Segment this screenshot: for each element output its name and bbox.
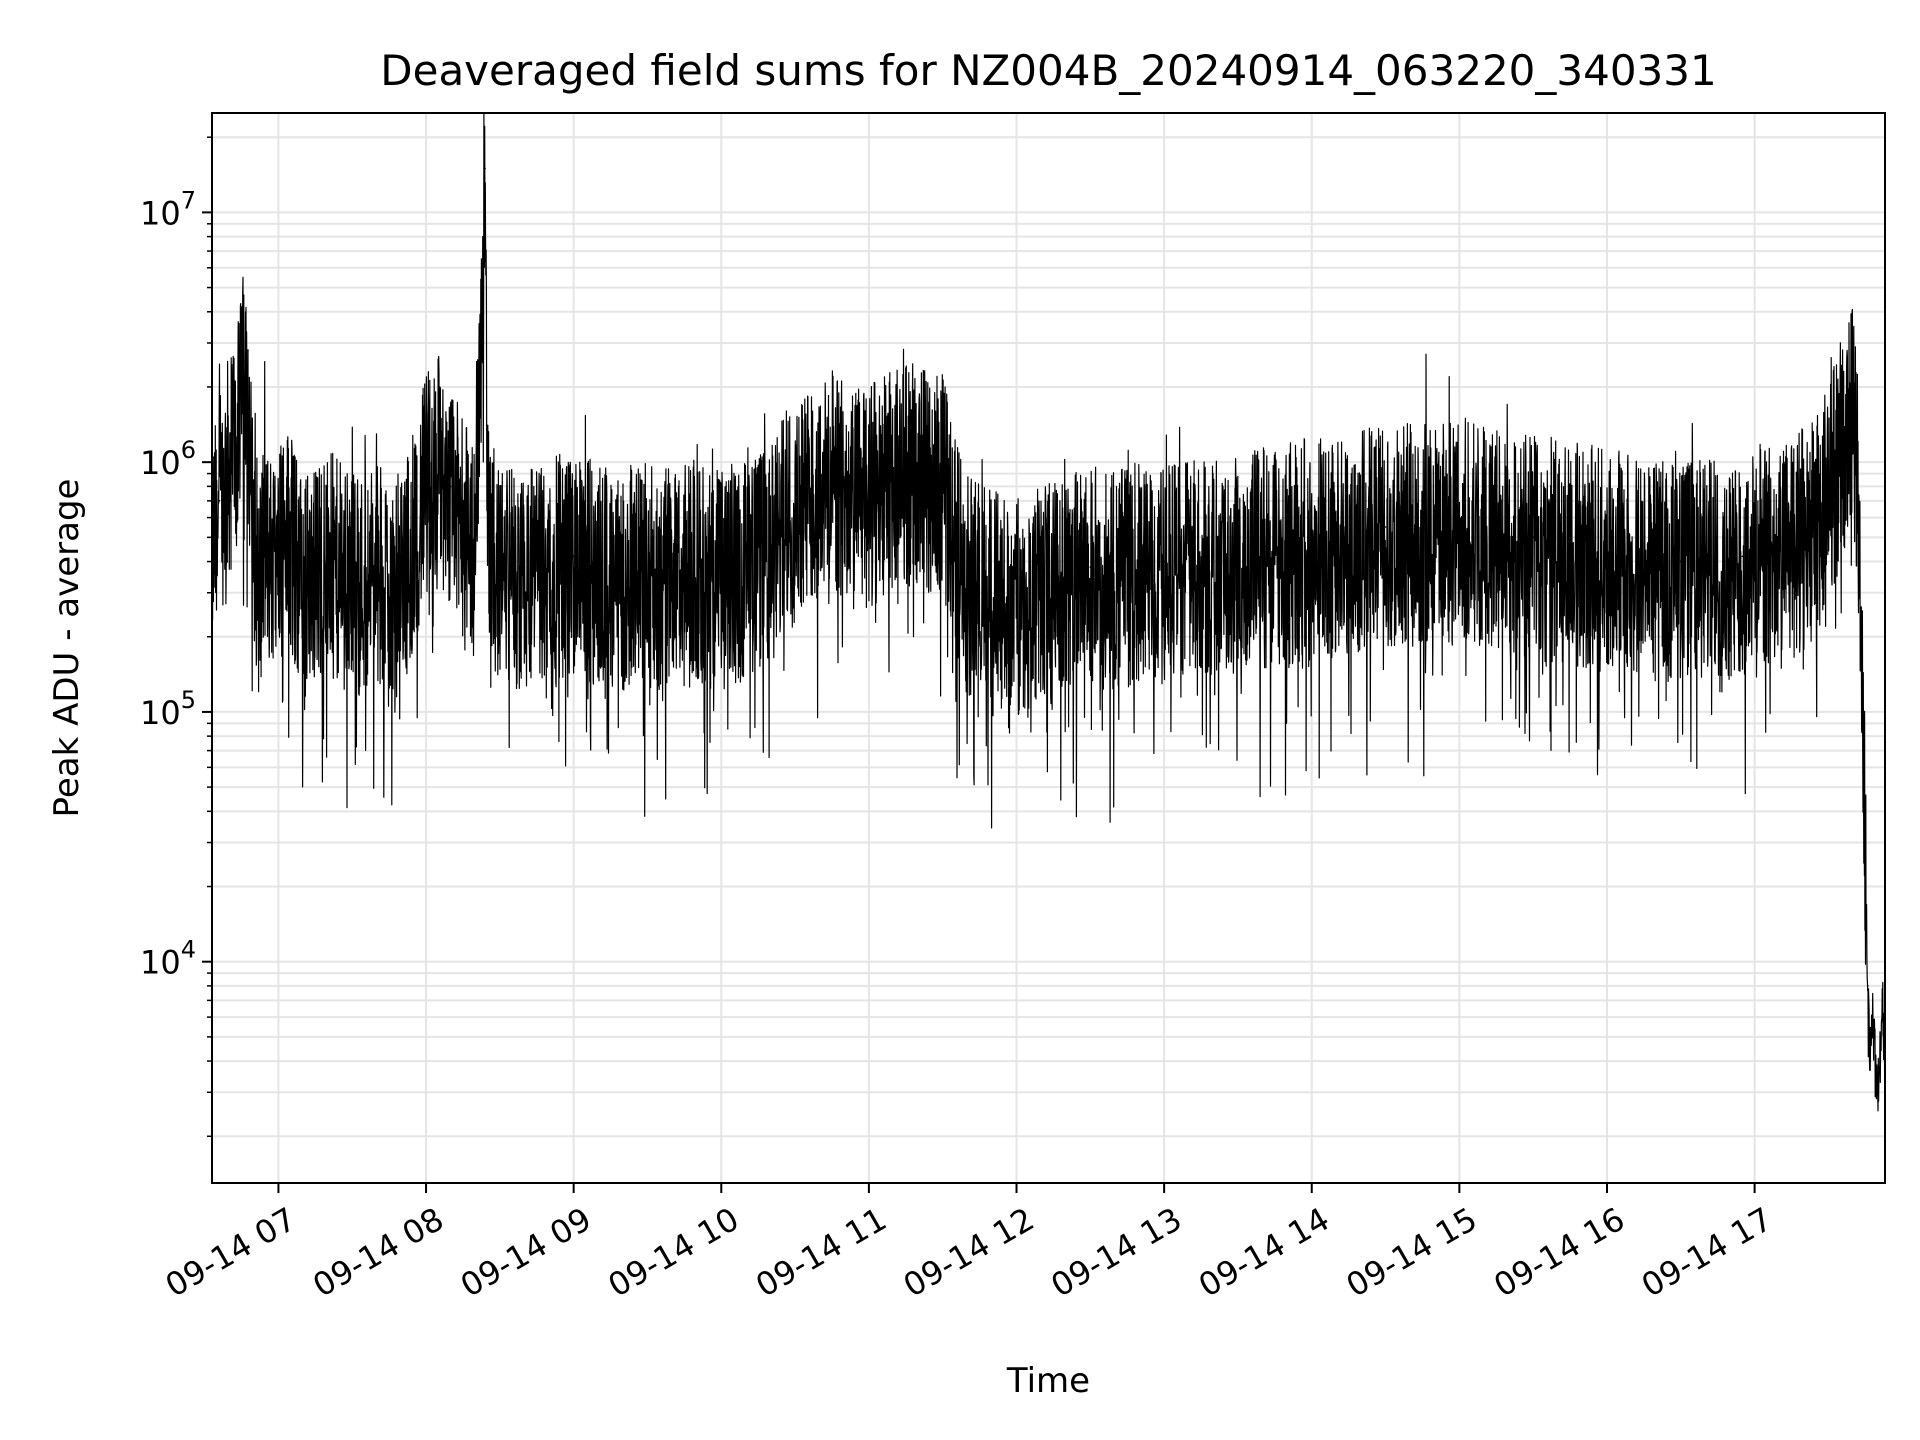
data-point — [1163, 560, 1165, 563]
data-point — [489, 548, 491, 550]
data-point — [1532, 536, 1534, 539]
y-axis-ticks: 104 105 106 107 — [140, 136, 212, 1138]
data-point — [523, 566, 526, 568]
data-point — [484, 167, 486, 170]
data-point — [1311, 536, 1313, 539]
data-point — [1869, 1060, 1871, 1062]
data-point — [277, 516, 280, 519]
data-point — [243, 362, 245, 364]
y-tick-label: 105 — [140, 686, 196, 732]
data-point — [1089, 566, 1092, 568]
data-point — [671, 560, 673, 563]
data-point — [462, 516, 464, 519]
data-point — [499, 560, 501, 563]
data-point — [326, 548, 329, 550]
data-point — [1862, 711, 1864, 713]
data-point — [1876, 1091, 1879, 1094]
chart-title: Deaveraged field sums for NZ004B_2024091… — [380, 46, 1716, 95]
plot-frame — [211, 112, 1886, 1184]
data-point — [437, 451, 440, 453]
data-point — [425, 472, 427, 475]
y-axis-label: Peak ADU - average — [47, 479, 87, 818]
data-point — [314, 560, 317, 563]
x-axis-label: Time — [1006, 1361, 1090, 1401]
data-point — [1864, 841, 1867, 844]
data-point — [218, 500, 221, 502]
y-tick-label: 107 — [140, 186, 196, 232]
data-point — [769, 548, 772, 550]
data-point — [248, 441, 250, 444]
data-point — [1458, 516, 1461, 519]
series-line — [211, 113, 1886, 1112]
data-point — [572, 555, 575, 558]
data-point — [1815, 516, 1817, 519]
data-point — [400, 575, 403, 577]
data-point — [622, 566, 624, 568]
data-point — [868, 485, 870, 488]
data-point — [486, 500, 489, 502]
data-point — [1237, 548, 1239, 550]
data-point — [831, 472, 833, 475]
data-point — [1871, 1016, 1874, 1018]
y-tick-label: 104 — [140, 936, 196, 982]
data-point — [245, 335, 248, 337]
data-point — [376, 560, 378, 563]
data-point — [474, 536, 477, 539]
data-point — [1857, 461, 1859, 464]
data-point — [238, 417, 240, 420]
data-point — [233, 432, 235, 435]
data-point — [1839, 441, 1842, 444]
series-layer — [211, 113, 1886, 1112]
data-point — [1606, 548, 1608, 550]
data-point — [794, 485, 796, 488]
data-point — [1741, 555, 1744, 558]
data-point — [941, 472, 944, 475]
data-point — [226, 461, 228, 464]
data-point — [302, 575, 304, 577]
data-point — [1867, 985, 1869, 987]
data-point — [905, 461, 907, 464]
data-point — [548, 560, 550, 563]
y-tick-label: 106 — [140, 436, 196, 482]
data-point — [1790, 536, 1793, 539]
data-point — [270, 548, 272, 550]
data-point — [892, 466, 895, 469]
data-point — [1384, 526, 1387, 528]
data-point — [351, 575, 354, 577]
data-point — [966, 575, 969, 577]
data-point — [1015, 592, 1018, 594]
data-point — [253, 516, 255, 519]
data-point — [1680, 560, 1682, 563]
data-point — [1753, 548, 1756, 550]
data-point — [262, 536, 265, 539]
data-point — [449, 485, 452, 488]
data-point — [257, 575, 260, 577]
data-point — [1881, 999, 1884, 1002]
data-point — [289, 536, 292, 539]
data-point — [1852, 403, 1854, 406]
data-point — [720, 566, 723, 568]
